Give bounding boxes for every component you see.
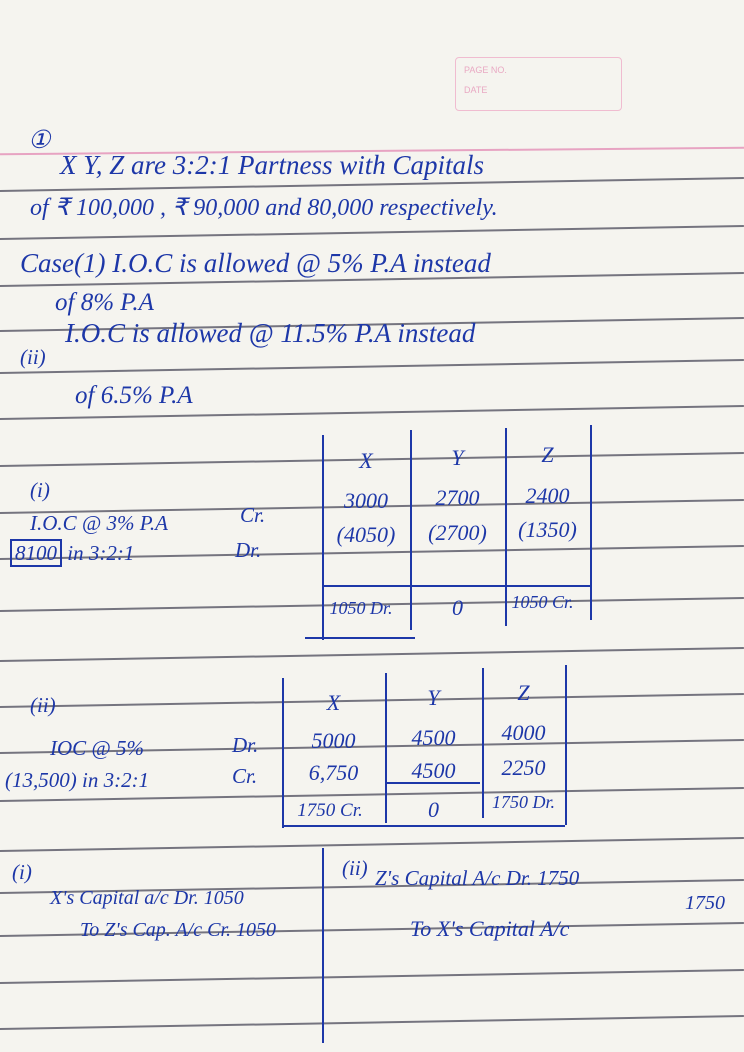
- table2-label-rate: IOC @ 5%: [50, 736, 144, 760]
- entry2-marker: (ii): [342, 856, 368, 880]
- table1-header-y: Y: [451, 445, 464, 470]
- table1-header-z: Z: [541, 442, 554, 467]
- table1-dr-label: Dr.: [235, 538, 262, 562]
- table2-header-z: Z: [517, 680, 530, 705]
- ruled-line: [0, 359, 744, 374]
- table2-bottom-line: [282, 825, 565, 827]
- ratio-text: in 3:2:1: [67, 541, 135, 565]
- table2-cell: 4500: [411, 725, 456, 750]
- table2-header-x: X: [326, 690, 341, 715]
- table2-cell: 4000: [501, 720, 546, 745]
- entry1-line-2: To Z's Cap. A/c Cr. 1050: [80, 919, 277, 941]
- ruled-line: [0, 1015, 744, 1030]
- table2-cr-label: Cr.: [232, 764, 258, 788]
- table2-label-amount: (13,500) in 3:2:1: [5, 768, 150, 792]
- table1-cr-label: Cr.: [240, 503, 266, 527]
- table1-label-rate: I.O.C @ 3% P.A: [30, 511, 168, 535]
- table2-cell: 5000: [311, 728, 356, 753]
- table1-header-x: X: [359, 448, 373, 473]
- table2-marker: (ii): [30, 693, 56, 717]
- table1-border: [322, 435, 324, 640]
- table1-total-y: 0: [452, 595, 463, 620]
- table1-total-x: 1050 Dr.: [329, 598, 393, 618]
- entry1-line-1: X's Capital a/c Dr. 1050: [50, 887, 244, 909]
- ruled-line: [0, 837, 744, 852]
- table2-total-z: 1750 Dr.: [491, 792, 555, 812]
- table2-border: [482, 668, 484, 818]
- page-no-label: PAGE NO.: [464, 65, 507, 75]
- table2-total-y: 0: [428, 797, 439, 822]
- case-2-continued: of 6.5% P.A: [75, 382, 193, 409]
- table1-total-line: [322, 585, 590, 587]
- table1-total-z: 1050 Cr.: [511, 592, 574, 612]
- ruled-line: [0, 647, 744, 662]
- table1-marker: (i): [30, 478, 50, 502]
- table2-cell: 4500: [411, 758, 456, 783]
- table1-border: [590, 425, 592, 620]
- entry2-line-1: Z's Capital A/c Dr. 1750: [375, 866, 580, 890]
- case-2-marker: (ii): [20, 345, 46, 369]
- table1-cell: 3000: [344, 488, 388, 513]
- table2-border: [385, 673, 387, 823]
- table1-cell: (4050): [336, 522, 396, 547]
- table1-border: [410, 430, 412, 630]
- table1-label-amount: 8100 in 3:2:1: [10, 539, 135, 567]
- ruled-line: [0, 969, 744, 984]
- table1-border: [505, 428, 507, 626]
- table2-border: [282, 678, 284, 828]
- ruled-line: [0, 225, 744, 240]
- table2-total-line: [385, 782, 480, 784]
- question-line-1: X Y, Z are 3:2:1 Partness with Capitals: [60, 150, 485, 180]
- case-2-text: I.O.C is allowed @ 11.5% P.A instead: [65, 318, 476, 348]
- entries-divider: [322, 848, 324, 1043]
- table2-header-y: Y: [427, 685, 440, 710]
- table2-border: [565, 665, 567, 825]
- boxed-amount: 8100: [10, 539, 62, 567]
- table1-bottom-line: [305, 637, 415, 639]
- table2-cell: 6,750: [308, 760, 359, 785]
- entry2-line-2: To X's Capital A/c: [410, 916, 570, 941]
- case-1-text: Case(1) I.O.C is allowed @ 5% P.A instea…: [20, 248, 491, 278]
- table1-cell: 2700: [435, 485, 480, 510]
- case-1-continued: of 8% P.A: [55, 289, 154, 316]
- table1-cell: (2700): [428, 520, 487, 545]
- table2-cell: 2250: [501, 755, 546, 780]
- question-number: ①: [28, 127, 51, 154]
- question-line-2: of ₹ 100,000 , ₹ 90,000 and 80,000 respe…: [30, 195, 498, 221]
- table2-dr-label: Dr.: [232, 733, 259, 757]
- table2-total-x: 1750 Cr.: [297, 800, 363, 821]
- table1-cell: (1350): [518, 517, 577, 542]
- entry2-amount: 1750: [685, 892, 725, 914]
- table1-cell: 2400: [525, 483, 570, 508]
- page-header-box: PAGE NO. DATE: [455, 57, 622, 111]
- entry1-marker: (i): [12, 860, 32, 884]
- date-label: DATE: [464, 85, 488, 95]
